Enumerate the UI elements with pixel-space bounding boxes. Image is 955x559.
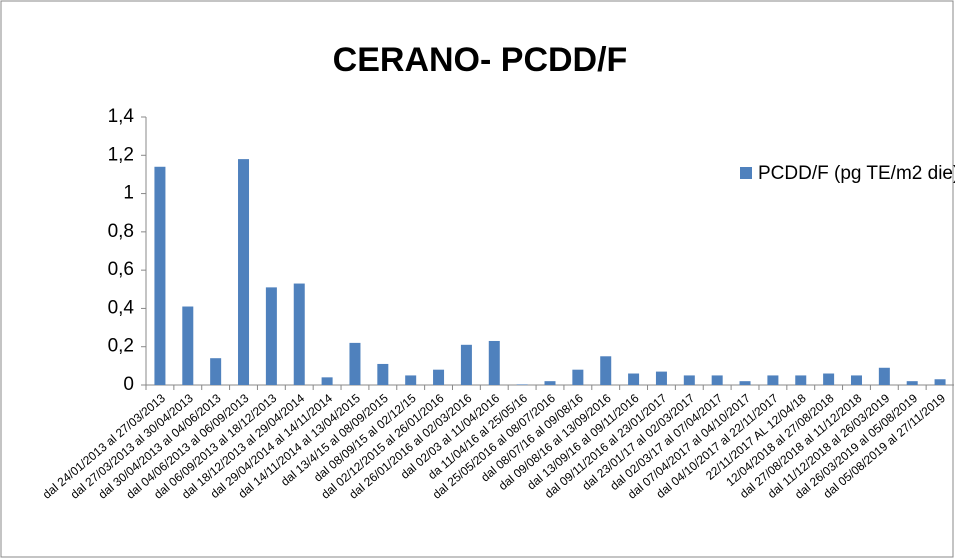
bar — [572, 369, 584, 385]
bar — [767, 375, 779, 385]
bar — [377, 363, 389, 385]
y-tick-label: 0,8 — [108, 221, 134, 242]
chart-title: CERANO- PCDD/F — [333, 41, 628, 79]
y-tick-label: 0,4 — [108, 297, 135, 318]
y-tick-label: 1,4 — [108, 106, 135, 127]
bar — [878, 367, 890, 385]
bar — [795, 375, 807, 385]
bar — [238, 159, 250, 385]
y-tick-label: 1 — [123, 183, 134, 204]
bar — [488, 340, 500, 385]
bar — [349, 342, 361, 385]
bar — [655, 371, 667, 385]
legend-swatch — [740, 167, 752, 179]
bar — [544, 381, 556, 385]
bar — [711, 375, 723, 385]
bar — [154, 166, 166, 385]
y-tick-label: 1,2 — [108, 144, 134, 165]
bar — [460, 344, 472, 385]
y-tick-label: 0,6 — [108, 259, 134, 280]
bar — [516, 384, 528, 385]
bar — [265, 287, 277, 385]
legend-label: PCDD/F (pg TE/m2 die) — [758, 163, 955, 184]
bar — [906, 381, 918, 385]
bar — [293, 283, 305, 385]
bar — [405, 375, 417, 385]
bar — [850, 375, 862, 385]
bar — [182, 306, 194, 385]
bar — [628, 373, 640, 385]
bar — [934, 379, 946, 385]
y-tick-label: 0,2 — [108, 336, 134, 357]
bar — [823, 373, 835, 385]
bar — [210, 358, 222, 385]
bar — [600, 356, 612, 385]
bar — [433, 369, 445, 385]
bar — [739, 381, 751, 385]
bar — [683, 375, 695, 385]
y-tick-label: 0 — [123, 374, 134, 395]
bar — [321, 377, 333, 385]
